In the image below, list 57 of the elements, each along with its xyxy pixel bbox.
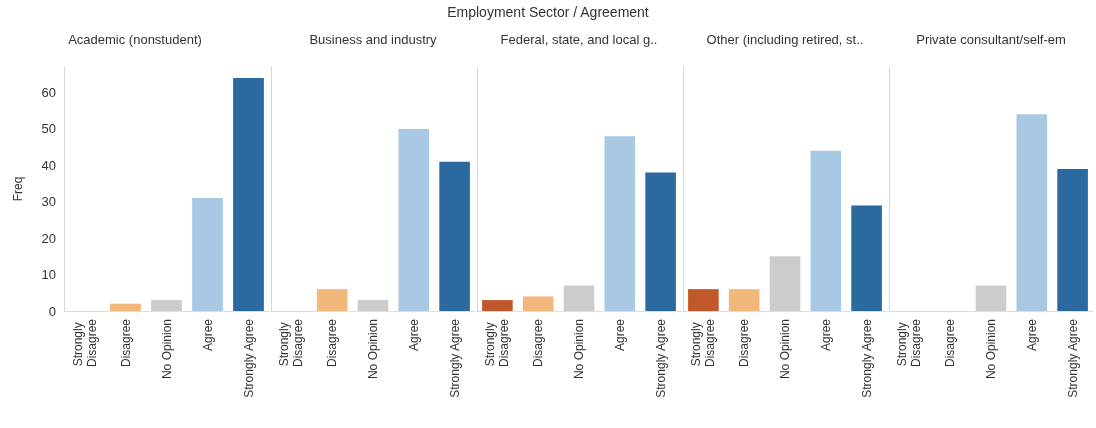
x-tick-label: Agree bbox=[200, 318, 215, 352]
x-tick-label: Strongly Agree bbox=[241, 318, 256, 398]
chart-title: Private consultant/self-em bbox=[916, 32, 1066, 47]
y-tick-label: 30 bbox=[41, 194, 56, 210]
x-tick-label: Agree bbox=[612, 318, 627, 352]
bar bbox=[728, 289, 760, 311]
bar bbox=[851, 205, 882, 311]
x-tick-label: Strongly Agree bbox=[653, 318, 668, 398]
bar bbox=[233, 77, 264, 311]
bar bbox=[810, 150, 842, 311]
x-tick-label: Agree bbox=[406, 318, 421, 352]
y-tick-label: 50 bbox=[41, 121, 56, 137]
bar bbox=[769, 256, 801, 311]
bar bbox=[604, 136, 636, 311]
bar bbox=[398, 128, 430, 311]
bar bbox=[192, 198, 223, 311]
bar bbox=[316, 289, 348, 311]
bar bbox=[482, 300, 513, 311]
x-tick-label: No Opinion bbox=[572, 319, 586, 380]
bar bbox=[645, 172, 676, 311]
x-tick-label: No Opinion bbox=[778, 319, 792, 380]
x-tick-label: Strongly Agree bbox=[1065, 318, 1080, 398]
x-tick-label: Disagree bbox=[943, 318, 958, 368]
y-tick-label: 10 bbox=[41, 267, 56, 283]
bar bbox=[688, 289, 719, 311]
x-tick-label: No Opinion bbox=[366, 319, 380, 380]
y-tick-label: 40 bbox=[41, 157, 56, 173]
bar bbox=[439, 161, 470, 311]
chart-title: Business and industry bbox=[309, 32, 438, 47]
x-tick-label: Strongly Disagree bbox=[689, 318, 718, 368]
bar bbox=[563, 285, 595, 311]
bar bbox=[110, 303, 141, 311]
bar bbox=[522, 296, 554, 311]
x-tick-label: Strongly Agree bbox=[859, 318, 874, 398]
chart-title: Other (including retired, st.. bbox=[706, 32, 864, 47]
x-tick-label: Agree bbox=[1024, 318, 1039, 352]
x-tick-label: Strongly Disagree bbox=[483, 318, 512, 368]
y-tick-label: 20 bbox=[41, 230, 56, 246]
y-tick-label: 60 bbox=[41, 84, 56, 100]
chart-title: Federal, state, and local g.. bbox=[500, 32, 658, 47]
x-tick-label: No Opinion bbox=[984, 319, 998, 380]
x-tick-label: Disagree bbox=[737, 318, 752, 368]
y-axis-title: Freq bbox=[11, 176, 25, 202]
x-tick-label: Strongly Agree bbox=[447, 318, 462, 398]
x-tick-label: Strongly Disagree bbox=[70, 318, 99, 368]
bar bbox=[151, 300, 182, 311]
x-tick-label: Agree bbox=[818, 318, 833, 352]
x-tick-label: Strongly Disagree bbox=[277, 318, 306, 368]
y-tick-label: 0 bbox=[48, 303, 56, 319]
chart-title: Academic (nonstudent) bbox=[68, 32, 202, 47]
x-tick-label: Strongly Disagree bbox=[895, 318, 924, 368]
text: Employment Sector / Agreement bbox=[446, 4, 650, 20]
bar bbox=[357, 300, 389, 311]
x-tick-label: Disagree bbox=[325, 318, 340, 368]
x-tick-label: Disagree bbox=[531, 318, 546, 368]
x-tick-label: No Opinion bbox=[159, 319, 174, 380]
x-tick-label: Disagree bbox=[118, 318, 133, 368]
